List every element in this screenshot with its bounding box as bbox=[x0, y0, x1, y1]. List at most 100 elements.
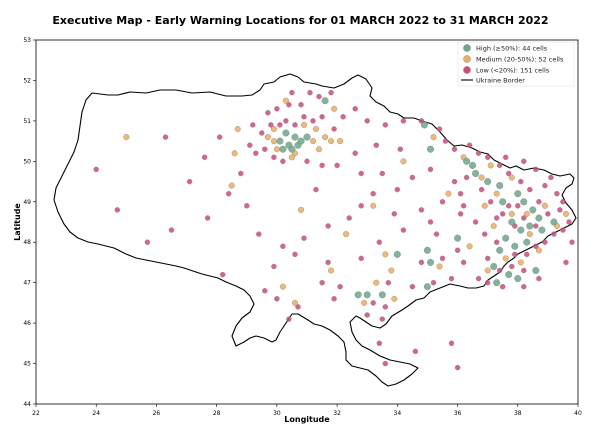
low-point bbox=[527, 186, 533, 193]
low-point bbox=[460, 203, 467, 209]
medium-point bbox=[523, 210, 530, 217]
low-point bbox=[385, 280, 391, 286]
y-tick-label: 46 bbox=[23, 320, 31, 327]
high-point bbox=[378, 291, 386, 299]
high-point bbox=[303, 133, 311, 141]
medium-point bbox=[273, 146, 280, 153]
low-point bbox=[289, 89, 295, 96]
medium-point bbox=[478, 174, 485, 181]
high-point bbox=[496, 182, 504, 190]
low-point bbox=[319, 162, 325, 169]
high-point bbox=[354, 291, 362, 299]
x-tick-label: 28 bbox=[213, 410, 221, 417]
legend-high-marker bbox=[463, 44, 471, 52]
low-point bbox=[262, 288, 268, 294]
low-point bbox=[533, 166, 539, 173]
high-point bbox=[511, 242, 519, 250]
low-point bbox=[364, 312, 370, 318]
low-point bbox=[569, 239, 575, 245]
medium-point bbox=[313, 126, 319, 132]
low-point bbox=[554, 191, 560, 197]
medium-point bbox=[563, 210, 569, 217]
low-point bbox=[551, 231, 557, 237]
map-title: Executive Map - Early Warning Locations … bbox=[52, 14, 549, 27]
high-point bbox=[420, 121, 428, 129]
low-point bbox=[253, 150, 259, 156]
y-tick-label: 52 bbox=[23, 77, 31, 84]
high-point bbox=[520, 198, 528, 206]
medium-point bbox=[400, 158, 407, 165]
low-point bbox=[379, 170, 385, 177]
medium-point bbox=[231, 150, 238, 157]
medium-point bbox=[373, 279, 380, 286]
low-point bbox=[545, 211, 551, 217]
medium-point bbox=[292, 299, 298, 306]
low-point bbox=[460, 259, 467, 266]
low-point bbox=[485, 255, 491, 262]
low-point bbox=[204, 215, 211, 221]
x-tick-label: 32 bbox=[333, 410, 341, 417]
medium-point bbox=[288, 154, 295, 161]
medium-point bbox=[270, 138, 277, 145]
low-point bbox=[376, 239, 382, 245]
x-tick-label: 24 bbox=[92, 410, 100, 417]
y-tick-label: 45 bbox=[23, 361, 31, 368]
low-point bbox=[319, 114, 325, 120]
low-point bbox=[292, 251, 298, 258]
medium-point bbox=[298, 206, 304, 213]
low-point bbox=[439, 255, 446, 262]
high-point bbox=[535, 214, 543, 222]
low-point bbox=[114, 207, 120, 213]
low-point bbox=[409, 174, 416, 181]
legend-high-label: High (≥50%): 44 cells bbox=[476, 45, 548, 53]
low-point bbox=[418, 207, 425, 213]
low-point bbox=[503, 154, 509, 160]
low-point bbox=[442, 138, 449, 144]
y-axis-label: Latitude bbox=[13, 203, 22, 241]
low-point bbox=[373, 142, 379, 148]
medium-point bbox=[331, 105, 338, 112]
low-point bbox=[271, 263, 277, 270]
low-point bbox=[494, 215, 500, 221]
low-point bbox=[400, 118, 407, 124]
high-point bbox=[454, 234, 462, 242]
low-point bbox=[448, 275, 455, 282]
low-point bbox=[352, 106, 358, 112]
legend-low-label: Low (<20%): 151 cells bbox=[476, 67, 550, 75]
low-point bbox=[162, 134, 169, 140]
legend-box bbox=[457, 41, 575, 87]
high-point bbox=[282, 129, 290, 137]
low-point bbox=[382, 122, 388, 128]
low-point bbox=[436, 126, 443, 132]
medium-point bbox=[391, 295, 398, 302]
low-point bbox=[509, 263, 515, 270]
medium-point bbox=[123, 134, 130, 141]
low-point bbox=[451, 146, 458, 152]
medium-point bbox=[484, 267, 491, 274]
medium-point bbox=[282, 97, 289, 104]
low-point bbox=[521, 284, 527, 290]
low-point bbox=[244, 203, 250, 209]
y-tick-label: 47 bbox=[23, 280, 31, 287]
low-point bbox=[512, 251, 518, 258]
low-point bbox=[331, 296, 337, 302]
low-point bbox=[280, 243, 286, 249]
low-point bbox=[515, 203, 521, 209]
medium-point bbox=[343, 231, 350, 238]
low-point bbox=[485, 154, 491, 160]
low-point bbox=[292, 122, 298, 128]
high-point bbox=[288, 145, 296, 153]
low-point bbox=[144, 239, 151, 245]
low-point bbox=[226, 191, 232, 197]
low-point bbox=[217, 134, 223, 140]
y-tick-label: 44 bbox=[23, 401, 31, 408]
medium-point bbox=[228, 182, 235, 189]
high-point bbox=[517, 226, 525, 234]
medium-point bbox=[328, 138, 335, 145]
low-point bbox=[376, 340, 382, 346]
low-point bbox=[274, 296, 280, 302]
high-point bbox=[499, 198, 507, 206]
low-point bbox=[497, 267, 503, 274]
low-point bbox=[427, 219, 434, 225]
x-tick-label: 34 bbox=[394, 410, 402, 417]
